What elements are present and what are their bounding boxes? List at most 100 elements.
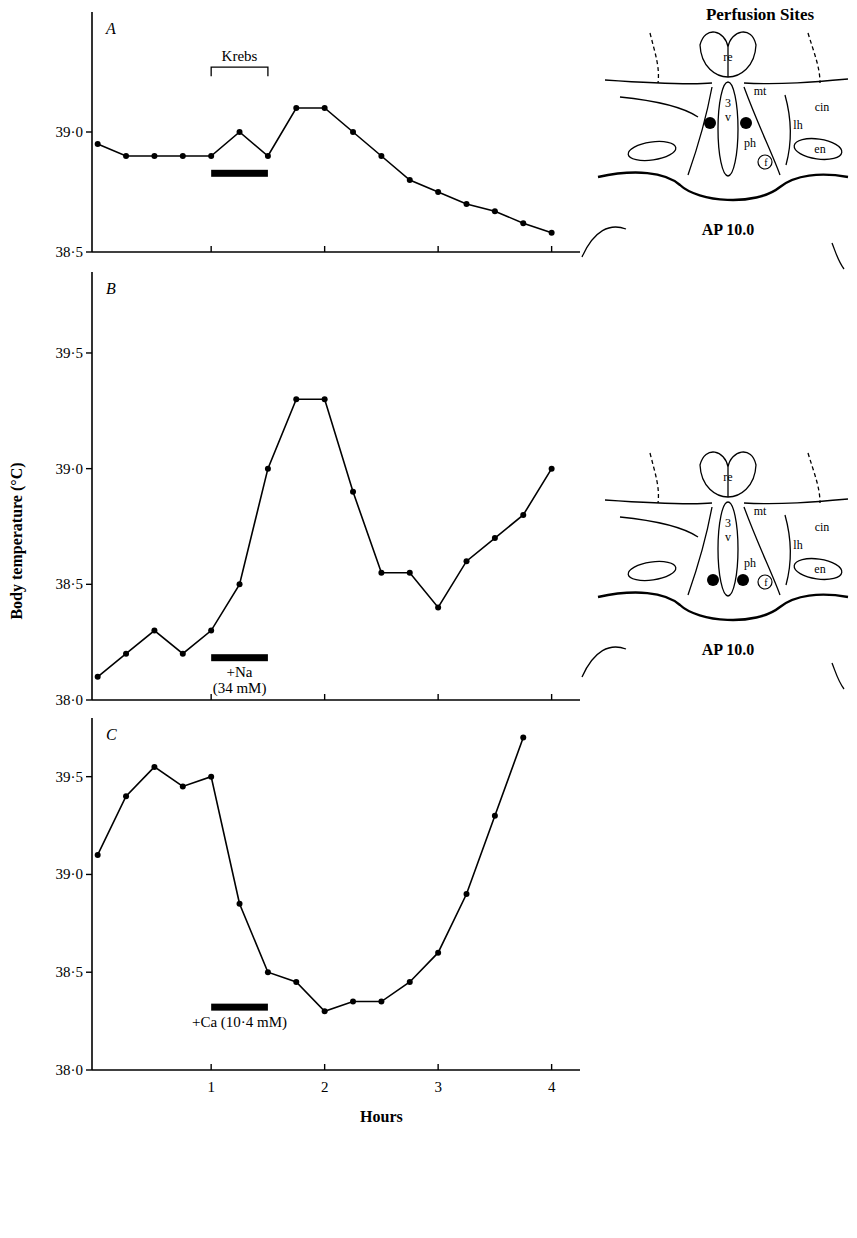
data-point: [151, 628, 157, 634]
x-tick-label: 4: [548, 1079, 556, 1095]
x-tick-label: 1: [207, 1079, 215, 1095]
data-point: [520, 735, 526, 741]
data-point: [435, 604, 441, 610]
y-tick-label: 39·0: [56, 866, 84, 882]
diagram-label: mt: [754, 84, 767, 98]
data-point: [350, 999, 356, 1005]
data-point: [180, 651, 186, 657]
ventricle: [718, 82, 738, 176]
outline: [793, 556, 843, 582]
perfusion-site: [704, 117, 716, 129]
data-point: [492, 813, 498, 819]
annotation: +Na: [227, 664, 253, 680]
diagram-label: en: [814, 142, 825, 156]
diagram-label: cin: [815, 520, 830, 534]
outline: [627, 139, 677, 164]
data-point: [265, 153, 271, 159]
outline: [744, 79, 848, 84]
x-tick: [551, 694, 552, 700]
x-axis: [92, 251, 580, 253]
outline: [627, 559, 677, 584]
perfusion-bar: [211, 654, 268, 661]
perfusion-bar: [211, 170, 268, 177]
outline: [582, 647, 626, 677]
data-point: [407, 570, 413, 576]
perfusion-site: [740, 117, 752, 129]
panel-2: 38·038·539·039·51234C+Ca (10·4 mM)Hours: [56, 718, 581, 1125]
outline: [700, 452, 756, 497]
outline: [688, 87, 712, 175]
outline: [700, 32, 756, 77]
data-point: [151, 153, 157, 159]
y-tick: [86, 1069, 92, 1070]
diagram-label: re: [723, 470, 732, 484]
panel-letter: C: [106, 726, 117, 743]
y-tick: [86, 584, 92, 585]
outline: [650, 453, 658, 503]
data-point: [350, 489, 356, 495]
diagram-label: lh: [793, 538, 802, 552]
figure: 38·539·0AKrebs38·038·539·039·5B+Na(34 mM…: [0, 0, 857, 1238]
outline: [808, 453, 820, 503]
y-tick: [86, 972, 92, 973]
x-tick: [210, 694, 211, 700]
outline: [605, 500, 712, 504]
data-point: [265, 969, 271, 975]
diagram-label: mt: [754, 504, 767, 518]
base: [598, 593, 848, 620]
perfusion-site: [707, 574, 719, 586]
y-axis: [91, 272, 93, 700]
panel-letter: B: [106, 280, 116, 297]
outline: [808, 33, 820, 83]
outline: [620, 517, 698, 537]
diagram-label: 3: [725, 96, 731, 110]
data-point: [378, 999, 384, 1005]
diagram-caption: AP 10.0: [702, 641, 754, 658]
data-point: [123, 153, 129, 159]
data-point: [237, 581, 243, 587]
outline: [744, 507, 780, 595]
diagram-label: ph: [744, 556, 756, 570]
data-point: [322, 105, 328, 111]
data-point: [520, 220, 526, 226]
data-point: [95, 674, 101, 680]
y-tick: [86, 352, 92, 353]
diagram-label: cin: [815, 100, 830, 114]
data-point: [492, 535, 498, 541]
brain-section: remt3vphflhcinenAP 10.0: [582, 32, 848, 269]
data-line: [98, 399, 552, 677]
panel-letter: A: [105, 20, 116, 37]
data-point: [322, 1008, 328, 1014]
y-tick-label: 39·5: [56, 345, 84, 361]
data-point: [95, 852, 101, 858]
x-axis: [92, 1069, 580, 1071]
y-tick-label: 38·0: [56, 1062, 84, 1078]
data-point: [123, 793, 129, 799]
brain-section: remt3vphflhcinenAP 10.0: [582, 452, 848, 689]
y-tick: [86, 874, 92, 875]
x-tick-label: 3: [434, 1079, 442, 1095]
data-line: [98, 738, 524, 1012]
y-tick-label: 39·5: [56, 769, 84, 785]
panel-1: 38·038·539·039·5B+Na(34 mM)Body temperat…: [8, 272, 580, 708]
base: [598, 173, 848, 200]
y-tick: [86, 699, 92, 700]
outline: [785, 95, 790, 165]
outline: [620, 97, 698, 117]
x-tick: [437, 694, 438, 700]
diagram-title: Perfusion Sites: [706, 5, 815, 24]
x-tick: [324, 1064, 325, 1070]
data-point: [435, 950, 441, 956]
data-point: [407, 177, 413, 183]
data-point: [378, 570, 384, 576]
annotation: Krebs: [222, 48, 258, 64]
data-group: [95, 735, 527, 1015]
outline: [785, 515, 790, 585]
data-group: [95, 396, 555, 680]
data-point: [95, 141, 101, 147]
y-tick-label: 38·5: [56, 244, 84, 260]
data-point: [180, 153, 186, 159]
y-axis-title: Body temperature (°C): [8, 462, 26, 619]
diagram-label: ph: [744, 136, 756, 150]
ventricle: [718, 502, 738, 596]
